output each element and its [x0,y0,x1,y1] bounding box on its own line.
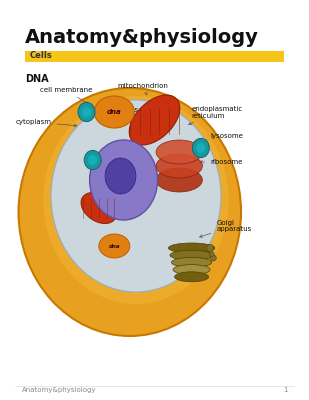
Ellipse shape [206,244,214,252]
Text: DNA: DNA [133,123,148,132]
Text: Golgi
apparatus: Golgi apparatus [200,220,252,238]
Ellipse shape [105,158,136,194]
Text: cell membrane: cell membrane [40,87,92,104]
Text: DNA: DNA [25,74,48,84]
Text: lysosome: lysosome [205,133,243,142]
Ellipse shape [209,252,214,256]
Text: dna: dna [107,109,122,115]
Ellipse shape [94,96,134,128]
Ellipse shape [171,258,212,267]
Text: mitochondrion: mitochondrion [117,83,168,95]
Ellipse shape [192,138,210,158]
Ellipse shape [170,250,213,260]
Ellipse shape [168,243,215,253]
Ellipse shape [51,100,221,292]
Ellipse shape [43,96,229,304]
Text: nucleus: nucleus [111,107,138,119]
Ellipse shape [19,88,241,336]
Ellipse shape [82,107,91,117]
Ellipse shape [90,140,158,220]
Ellipse shape [84,150,101,170]
Text: ribosome: ribosome [200,159,243,165]
Ellipse shape [78,102,95,122]
Ellipse shape [156,140,202,164]
Text: cytoplasm: cytoplasm [15,119,77,127]
Text: 1: 1 [283,387,287,393]
FancyBboxPatch shape [25,51,284,62]
Ellipse shape [175,272,209,282]
Ellipse shape [156,168,202,192]
Ellipse shape [88,155,97,165]
Text: Anatomy&physiology: Anatomy&physiology [22,387,96,393]
Ellipse shape [129,95,180,145]
Text: dna: dna [108,244,120,248]
Ellipse shape [156,154,202,178]
Ellipse shape [196,143,205,153]
Ellipse shape [99,234,130,258]
Ellipse shape [210,255,216,261]
Text: endoplasmatic
reticulum: endoplasmatic reticulum [189,106,243,125]
Ellipse shape [81,192,117,224]
Ellipse shape [173,265,210,274]
Text: Anatomy&physiology: Anatomy&physiology [25,28,259,47]
Text: Cells: Cells [29,51,52,60]
